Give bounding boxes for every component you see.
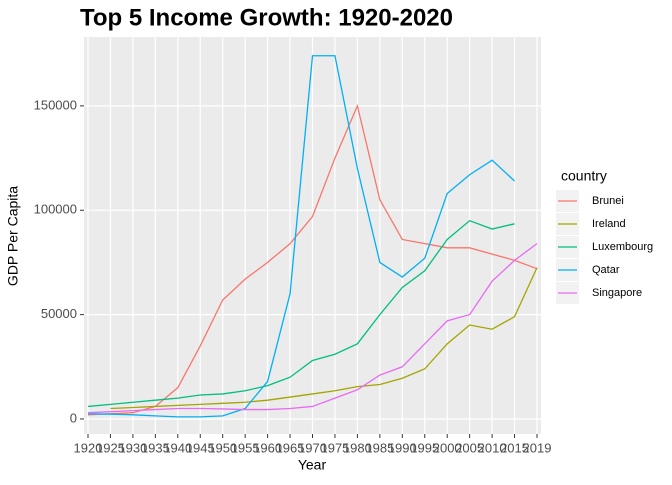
x-axis-title: Year (298, 457, 327, 473)
series-line (87, 55, 515, 418)
series-line (87, 243, 538, 414)
legend-label: Luxembourg (592, 241, 653, 253)
legend-label: Qatar (592, 264, 620, 276)
series-line (110, 267, 538, 410)
x-tick-label: 2019 (523, 440, 552, 455)
x-tick-label: 1945 (186, 440, 215, 455)
x-tick-label: 2010 (478, 440, 507, 455)
legend-label: Ireland (592, 218, 626, 230)
x-tick-label: 1935 (141, 440, 170, 455)
legend-label: Brunei (592, 195, 624, 207)
legend-title: country (561, 168, 607, 184)
x-tick-label: 1985 (365, 440, 394, 455)
series-line (87, 103, 538, 416)
x-tick-label: 1955 (231, 440, 260, 455)
x-tick-label: 1950 (208, 440, 237, 455)
x-tick-label: 1995 (410, 440, 439, 455)
x-tick-label: 1970 (298, 440, 327, 455)
y-tick-label: 150000 (34, 97, 77, 112)
y-tick-label: 100000 (34, 202, 77, 217)
x-tick-label: 1975 (320, 440, 349, 455)
x-tick-label: 1965 (276, 440, 305, 455)
x-tick-label: 1920 (74, 440, 103, 455)
chart-title: Top 5 Income Growth: 1920-2020 (80, 4, 453, 31)
x-tick-label: 1960 (253, 440, 282, 455)
y-axis-title: GDP Per Capita (5, 186, 21, 286)
x-tick-label: 1990 (388, 440, 417, 455)
x-tick-label: 2015 (500, 440, 529, 455)
x-tick-label: 1980 (343, 440, 372, 455)
y-tick-label: 50000 (41, 306, 77, 321)
x-tick-label: 1925 (96, 440, 125, 455)
x-tick-label: 2000 (433, 440, 462, 455)
x-tick-label: 1930 (118, 440, 147, 455)
x-tick-label: 1940 (163, 440, 192, 455)
y-tick-label: 0 (70, 410, 77, 425)
series-line (87, 219, 515, 408)
x-tick-label: 2005 (455, 440, 484, 455)
legend-label: Singapore (592, 287, 642, 299)
